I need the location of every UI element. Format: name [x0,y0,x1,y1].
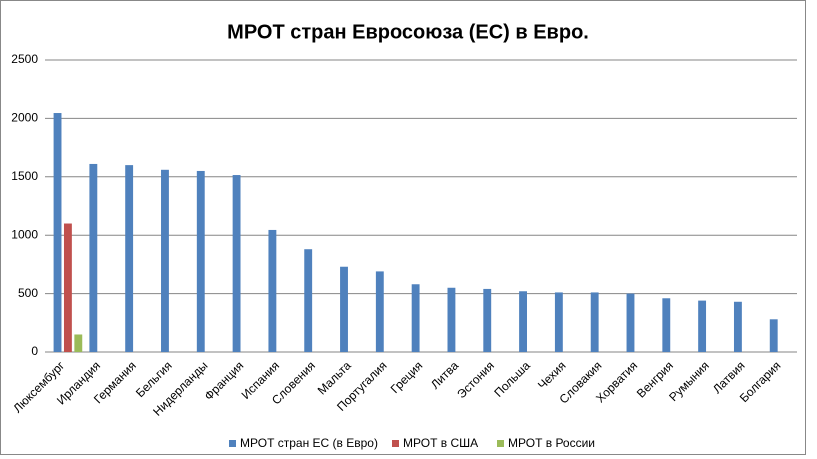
legend-marker [497,440,504,447]
legend-label: МРОТ стран ЕС (в Евро) [240,436,378,450]
bar [483,288,492,352]
bar [698,300,707,352]
bar [447,287,456,352]
bar [268,229,277,352]
bar [769,319,778,352]
legend-marker [392,440,399,447]
bar [554,292,563,352]
y-tick-label: 1000 [11,227,38,241]
bar [626,293,635,352]
bar [196,170,205,352]
bar [519,291,527,352]
chart-title: МРОТ стран Евросоюза (ЕС) в Евро. [227,21,589,43]
bar [63,223,72,352]
bar [74,334,83,352]
bar [232,175,241,352]
bar [375,271,384,352]
bar [340,266,348,352]
chart-frame [0,0,806,455]
bar [161,169,169,352]
y-tick-label: 500 [18,286,38,300]
bar [304,249,313,352]
bar [53,113,62,353]
bar [733,301,742,352]
y-tick-label: 0 [31,344,38,358]
legend-label: МРОТ в России [508,436,595,450]
bar [590,292,599,352]
bar [411,284,420,352]
y-tick-label: 2000 [11,111,38,125]
y-tick-label: 1500 [11,169,38,183]
bar [89,163,98,352]
legend-marker [229,440,236,447]
y-tick-label: 2500 [11,52,38,66]
bar [662,298,671,352]
bar [125,165,134,352]
legend-label: МРОТ в США [403,436,478,450]
